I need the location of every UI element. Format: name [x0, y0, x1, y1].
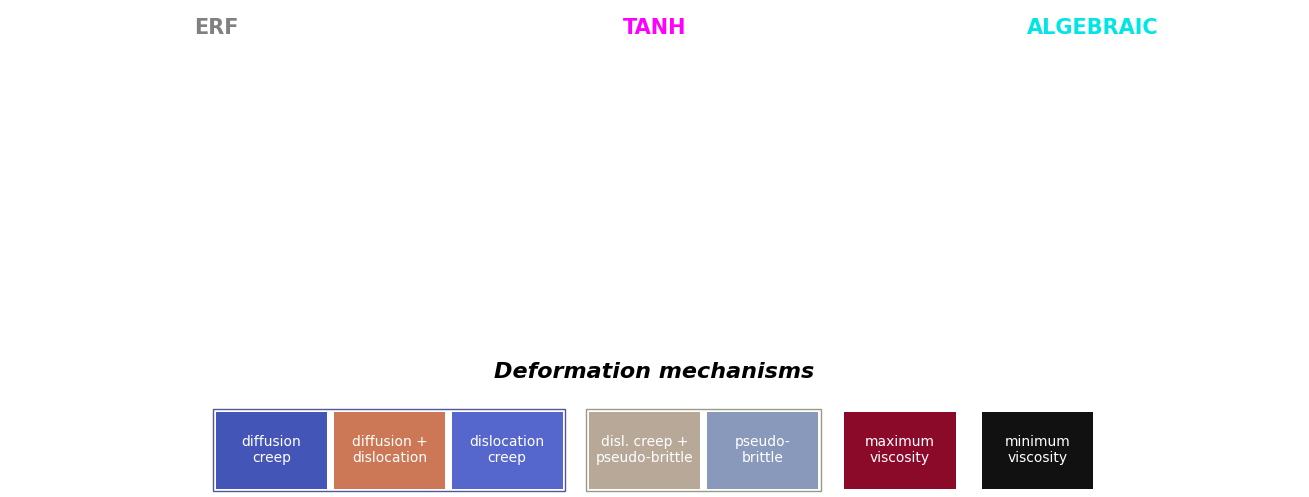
Text: Deformation mechanisms: Deformation mechanisms: [495, 362, 814, 382]
FancyBboxPatch shape: [589, 412, 700, 489]
Text: dislocation
creep: dislocation creep: [470, 435, 545, 466]
Text: minimum
viscosity: minimum viscosity: [1004, 435, 1071, 466]
Text: pseudo-
brittle: pseudo- brittle: [734, 435, 791, 466]
FancyBboxPatch shape: [216, 412, 327, 489]
FancyBboxPatch shape: [844, 412, 956, 489]
FancyBboxPatch shape: [982, 412, 1093, 489]
FancyBboxPatch shape: [452, 412, 563, 489]
Text: ALGEBRAIC: ALGEBRAIC: [1028, 18, 1158, 38]
FancyBboxPatch shape: [334, 412, 445, 489]
Text: diffusion +
dislocation: diffusion + dislocation: [352, 435, 427, 466]
Text: TANH: TANH: [623, 18, 686, 38]
FancyBboxPatch shape: [707, 412, 818, 489]
Text: diffusion
creep: diffusion creep: [242, 435, 301, 466]
Text: disl. creep +
pseudo-brittle: disl. creep + pseudo-brittle: [596, 435, 694, 466]
Text: ERF: ERF: [194, 18, 238, 38]
Text: maximum
viscosity: maximum viscosity: [865, 435, 935, 466]
